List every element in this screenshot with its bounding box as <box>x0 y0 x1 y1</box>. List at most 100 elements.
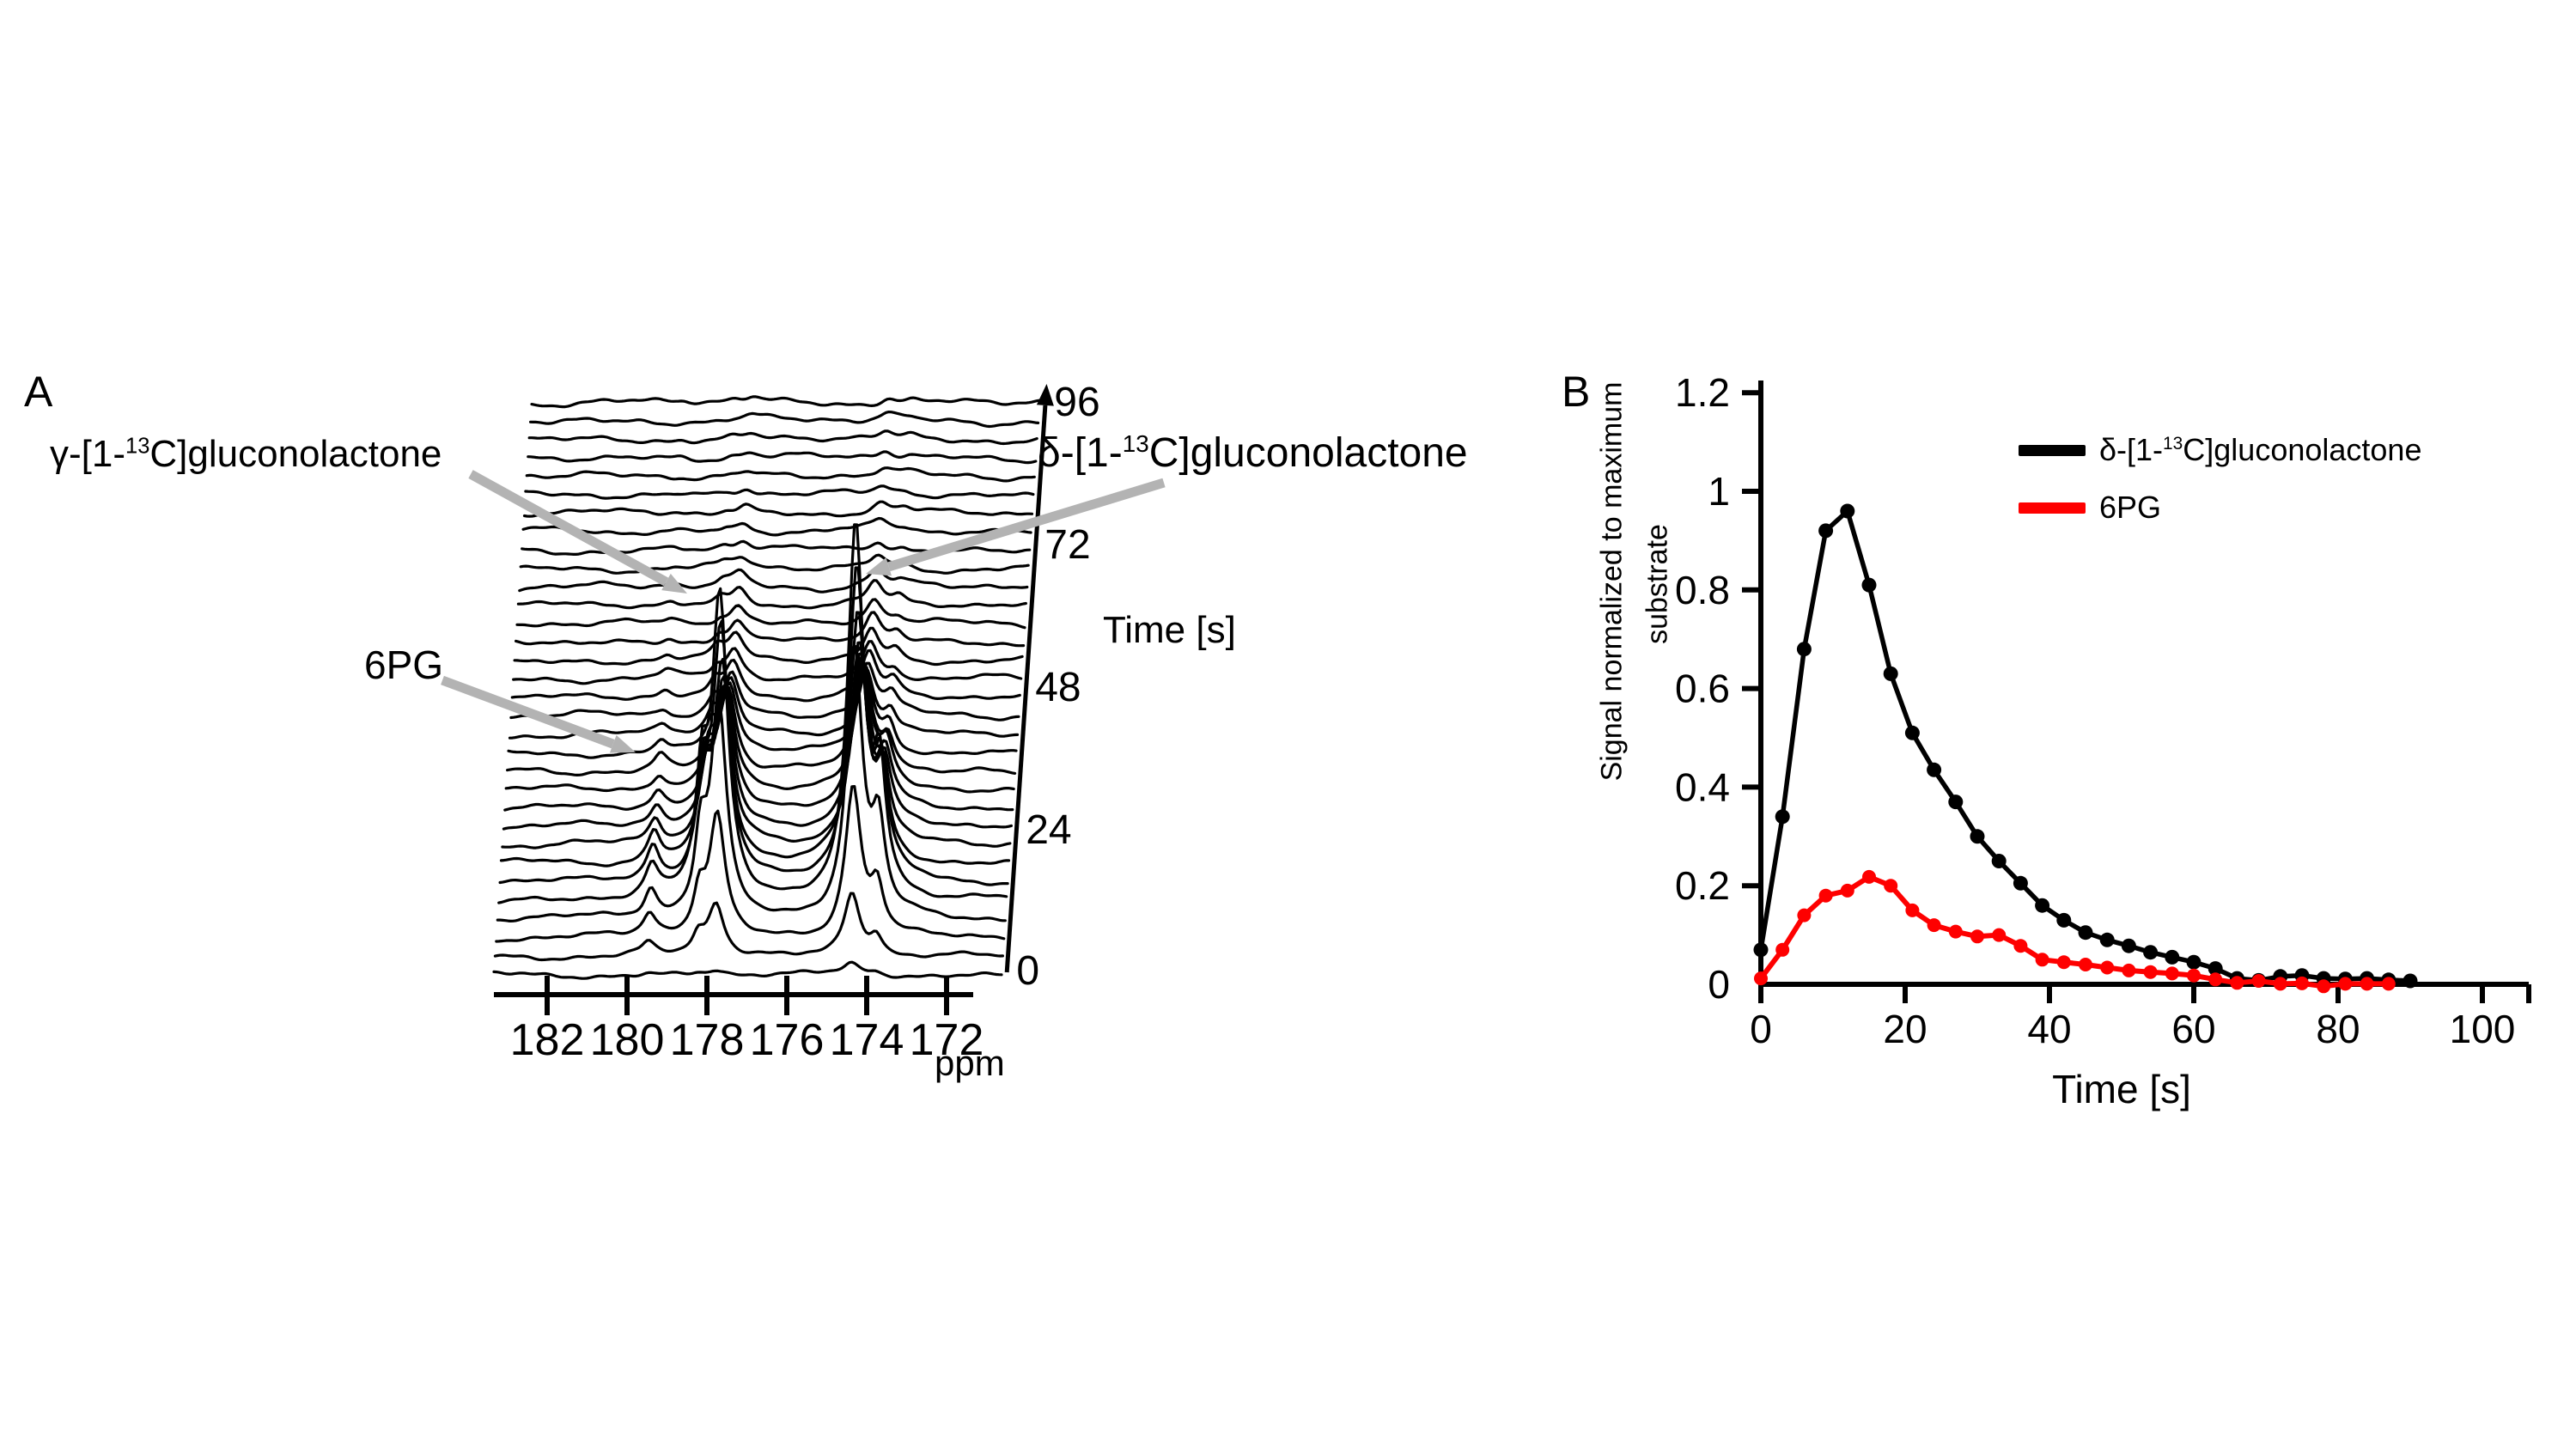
series-6pg-point <box>2230 976 2244 990</box>
series-6pg-point <box>1775 942 1790 957</box>
series-6pg-point <box>1754 971 1768 986</box>
series-6pg-point <box>1797 908 1812 922</box>
series-delta-gluconolactone-point <box>1904 725 1920 740</box>
legend-swatch-delta <box>2019 444 2086 456</box>
series-delta-gluconolactone-point <box>2099 932 2115 947</box>
nmr-trace <box>503 657 1014 812</box>
gamma-label-sup: 13 <box>125 434 150 459</box>
series-delta-gluconolactone-point <box>1796 642 1812 657</box>
panel-b-x-tick-label: 60 <box>2171 1007 2215 1051</box>
nmr-trace <box>499 611 1011 868</box>
gamma-label-post: C]gluconolactone <box>149 433 442 475</box>
delta-label-pre: δ-[1- <box>1038 430 1123 476</box>
series-delta-gluconolactone-point <box>1970 829 1985 844</box>
series-6pg-point <box>1818 888 1833 903</box>
nmr-trace <box>528 411 1040 429</box>
delta-label-post: C]gluconolactone <box>1148 430 1468 476</box>
nmr-trace <box>508 668 1020 740</box>
nmr-trace <box>527 450 1038 465</box>
time-tick-label: 72 <box>1044 522 1090 568</box>
nmr-trace <box>496 644 1007 923</box>
ppm-axis-title: ppm <box>935 1043 1005 1083</box>
time-tick-label: 96 <box>1054 380 1099 425</box>
nmr-trace <box>498 566 1009 886</box>
nmr-trace <box>495 784 1006 943</box>
nmr-trace <box>501 641 1012 849</box>
panel-b-x-tick-label: 100 <box>2450 1007 2516 1051</box>
legend-swatch-6pg <box>2019 502 2086 514</box>
nmr-trace <box>516 579 1028 610</box>
panel-b-y-tick-label: 0.4 <box>1675 764 1730 809</box>
series-6pg-point <box>2273 977 2287 991</box>
series-6pg-point <box>2079 958 2092 971</box>
series-delta-gluconolactone-point <box>1861 577 1877 593</box>
panel-b-y-tick-label: 0.6 <box>1675 667 1730 711</box>
panel-b-y-tick-label: 0 <box>1708 962 1730 1007</box>
delta-label-sup: 13 <box>1122 430 1149 457</box>
delta-annotation-arrow-head <box>866 557 892 576</box>
gamma-label-pre: γ-[1- <box>50 433 125 475</box>
series-6pg-point <box>1905 903 1920 917</box>
series-delta-gluconolactone-line <box>1758 508 2411 983</box>
ppm-tick-label: 176 <box>750 1015 825 1065</box>
nmr-trace <box>513 626 1024 667</box>
time-axis-line <box>1004 405 1048 973</box>
ppm-tick-label: 178 <box>670 1015 745 1065</box>
series-delta-gluconolactone-point <box>1883 666 1898 681</box>
delta-gluconolactone-label: δ-[1-13C]gluconolactone <box>1038 430 1468 476</box>
series-delta-gluconolactone-point <box>2121 938 2136 953</box>
panel-a-letter: A <box>24 368 53 416</box>
series-6pg-point <box>2338 977 2353 991</box>
nmr-trace <box>522 500 1034 518</box>
panel-b-y-axis-title-line1: Signal normalized to maximum <box>1595 381 1629 782</box>
nmr-trace <box>492 960 1003 980</box>
panel-b-letter: B <box>1562 368 1591 416</box>
nmr-trace <box>509 661 1020 721</box>
series-6pg-line <box>1758 874 2389 989</box>
legend-item-delta-gluconolactone: δ-[1-13C]gluconolactone <box>2019 432 2421 468</box>
gamma-gluconolactone-label: γ-[1-13C]gluconolactone <box>50 433 442 475</box>
series-delta-gluconolactone-point <box>2143 945 2159 960</box>
panel-b-x-tick-label: 20 <box>1883 1007 1927 1051</box>
series-6pg-point <box>2013 939 2028 953</box>
sixpg-label: 6PG <box>364 642 444 687</box>
legend-label-6pg: 6PG <box>2099 490 2161 526</box>
series-6pg-point <box>2251 974 2266 988</box>
legend-delta-sup: 13 <box>2163 434 2183 454</box>
nmr-trace <box>515 598 1026 630</box>
nmr-trace <box>505 666 1017 777</box>
series-delta-gluconolactone-point <box>2056 912 2072 928</box>
nmr-trace <box>525 466 1036 483</box>
delta-annotation-arrow-line <box>887 478 1166 572</box>
series-delta-gluconolactone-point <box>1753 942 1769 958</box>
series-6pg-point <box>1927 918 1941 933</box>
series-delta-gluconolactone-point <box>2078 925 2093 941</box>
legend-delta-post: C]gluconolactone <box>2183 432 2422 467</box>
panel-b-y-tick-label: 0.8 <box>1675 568 1730 612</box>
series-6pg-point <box>2317 979 2331 994</box>
ppm-tick-label: 180 <box>590 1015 665 1065</box>
panel-b-x-tick-label: 0 <box>1750 1007 1772 1051</box>
nmr-trace <box>510 648 1021 703</box>
series-6pg-point <box>2143 965 2158 979</box>
series-delta-gluconolactone-point <box>1818 523 1834 539</box>
ppm-tick-label: 174 <box>830 1015 904 1065</box>
nmr-trace <box>493 892 1005 962</box>
ppm-tick-label: 182 <box>510 1015 585 1065</box>
nmr-trace <box>504 661 1015 794</box>
nmr-trace <box>527 429 1038 446</box>
nmr-trace <box>521 516 1032 537</box>
series-6pg-point <box>2381 977 2396 991</box>
series-6pg-point <box>2360 977 2374 991</box>
nmr-trace <box>497 523 1008 904</box>
legend-6pg-post: 6PG <box>2099 490 2162 525</box>
nmr-trace <box>502 652 1014 831</box>
series-6pg-point <box>2295 976 2309 990</box>
series-delta-gluconolactone-point <box>1991 854 2007 868</box>
nmr-trace <box>514 611 1026 648</box>
series-delta-gluconolactone-point <box>2402 973 2418 989</box>
series-6pg-point <box>1970 929 1984 944</box>
series-delta-gluconolactone-point <box>2165 949 2180 965</box>
series-6pg-point <box>1862 869 1876 884</box>
